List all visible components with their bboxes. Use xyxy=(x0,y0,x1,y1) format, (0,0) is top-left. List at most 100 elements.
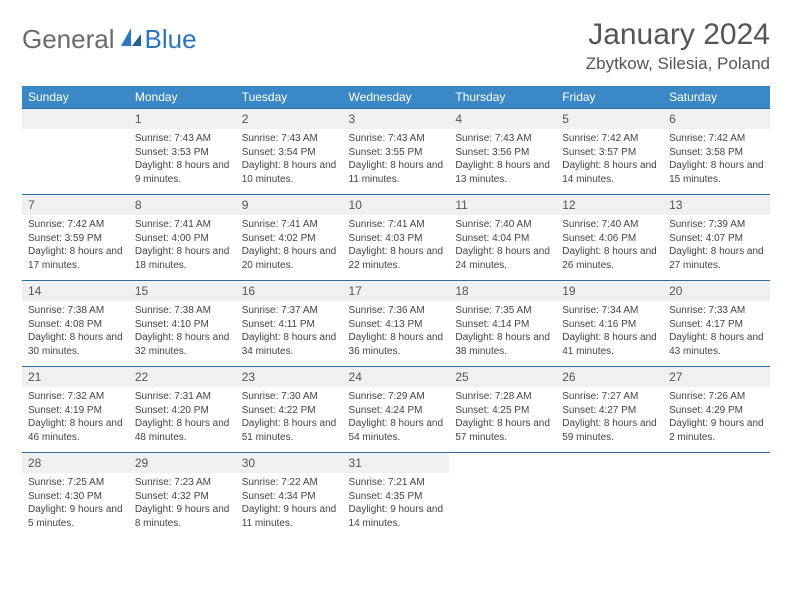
day-data: Sunrise: 7:43 AMSunset: 3:55 PMDaylight:… xyxy=(343,129,450,194)
calendar-week-row: 7Sunrise: 7:42 AMSunset: 3:59 PMDaylight… xyxy=(22,195,770,281)
day-number: 18 xyxy=(449,281,556,301)
day-data: Sunrise: 7:21 AMSunset: 4:35 PMDaylight:… xyxy=(343,473,450,538)
day-number: 12 xyxy=(556,195,663,215)
day-number: 2 xyxy=(236,109,343,129)
day-data-empty xyxy=(663,453,770,478)
day-data-empty xyxy=(556,453,663,478)
day-data: Sunrise: 7:22 AMSunset: 4:34 PMDaylight:… xyxy=(236,473,343,538)
day-data: Sunrise: 7:23 AMSunset: 4:32 PMDaylight:… xyxy=(129,473,236,538)
day-data: Sunrise: 7:39 AMSunset: 4:07 PMDaylight:… xyxy=(663,215,770,280)
day-number: 21 xyxy=(22,367,129,387)
calendar-day-cell: 17Sunrise: 7:36 AMSunset: 4:13 PMDayligh… xyxy=(343,281,450,367)
calendar-day-cell: 22Sunrise: 7:31 AMSunset: 4:20 PMDayligh… xyxy=(129,367,236,453)
day-data: Sunrise: 7:41 AMSunset: 4:02 PMDaylight:… xyxy=(236,215,343,280)
weekday-header: Tuesday xyxy=(236,86,343,109)
day-data: Sunrise: 7:41 AMSunset: 4:03 PMDaylight:… xyxy=(343,215,450,280)
day-data: Sunrise: 7:29 AMSunset: 4:24 PMDaylight:… xyxy=(343,387,450,452)
day-data: Sunrise: 7:34 AMSunset: 4:16 PMDaylight:… xyxy=(556,301,663,366)
calendar-day-cell: 11Sunrise: 7:40 AMSunset: 4:04 PMDayligh… xyxy=(449,195,556,281)
day-data: Sunrise: 7:42 AMSunset: 3:59 PMDaylight:… xyxy=(22,215,129,280)
calendar-day-cell: 6Sunrise: 7:42 AMSunset: 3:58 PMDaylight… xyxy=(663,109,770,195)
day-number: 23 xyxy=(236,367,343,387)
day-number: 15 xyxy=(129,281,236,301)
calendar-day-cell: 15Sunrise: 7:38 AMSunset: 4:10 PMDayligh… xyxy=(129,281,236,367)
location: Zbytkow, Silesia, Poland xyxy=(586,54,770,74)
day-data: Sunrise: 7:37 AMSunset: 4:11 PMDaylight:… xyxy=(236,301,343,366)
calendar-week-row: 28Sunrise: 7:25 AMSunset: 4:30 PMDayligh… xyxy=(22,453,770,539)
weekday-header: Wednesday xyxy=(343,86,450,109)
calendar-day-cell: 30Sunrise: 7:22 AMSunset: 4:34 PMDayligh… xyxy=(236,453,343,539)
calendar-day-cell: 8Sunrise: 7:41 AMSunset: 4:00 PMDaylight… xyxy=(129,195,236,281)
calendar-day-cell: 7Sunrise: 7:42 AMSunset: 3:59 PMDaylight… xyxy=(22,195,129,281)
calendar-day-cell: 1Sunrise: 7:43 AMSunset: 3:53 PMDaylight… xyxy=(129,109,236,195)
calendar-day-cell: 2Sunrise: 7:43 AMSunset: 3:54 PMDaylight… xyxy=(236,109,343,195)
logo-word-1: General xyxy=(22,24,115,55)
day-number: 27 xyxy=(663,367,770,387)
calendar-day-cell: 16Sunrise: 7:37 AMSunset: 4:11 PMDayligh… xyxy=(236,281,343,367)
calendar-day-cell: 12Sunrise: 7:40 AMSunset: 4:06 PMDayligh… xyxy=(556,195,663,281)
weekday-header-row: SundayMondayTuesdayWednesdayThursdayFrid… xyxy=(22,86,770,109)
calendar-day-cell: 21Sunrise: 7:32 AMSunset: 4:19 PMDayligh… xyxy=(22,367,129,453)
day-number: 3 xyxy=(343,109,450,129)
calendar-day-cell: 24Sunrise: 7:29 AMSunset: 4:24 PMDayligh… xyxy=(343,367,450,453)
calendar-day-cell: 10Sunrise: 7:41 AMSunset: 4:03 PMDayligh… xyxy=(343,195,450,281)
day-number: 4 xyxy=(449,109,556,129)
calendar-day-cell xyxy=(663,453,770,539)
day-data: Sunrise: 7:41 AMSunset: 4:00 PMDaylight:… xyxy=(129,215,236,280)
calendar-week-row: 21Sunrise: 7:32 AMSunset: 4:19 PMDayligh… xyxy=(22,367,770,453)
day-data-empty xyxy=(449,453,556,478)
day-number: 10 xyxy=(343,195,450,215)
day-data: Sunrise: 7:43 AMSunset: 3:53 PMDaylight:… xyxy=(129,129,236,194)
day-number: 25 xyxy=(449,367,556,387)
month-title: January 2024 xyxy=(586,18,770,52)
calendar-week-row: 14Sunrise: 7:38 AMSunset: 4:08 PMDayligh… xyxy=(22,281,770,367)
calendar-day-cell: 25Sunrise: 7:28 AMSunset: 4:25 PMDayligh… xyxy=(449,367,556,453)
day-data: Sunrise: 7:38 AMSunset: 4:10 PMDaylight:… xyxy=(129,301,236,366)
calendar-day-cell: 29Sunrise: 7:23 AMSunset: 4:32 PMDayligh… xyxy=(129,453,236,539)
logo-word-2: Blue xyxy=(145,24,197,55)
day-data: Sunrise: 7:35 AMSunset: 4:14 PMDaylight:… xyxy=(449,301,556,366)
day-data: Sunrise: 7:30 AMSunset: 4:22 PMDaylight:… xyxy=(236,387,343,452)
calendar-day-cell: 4Sunrise: 7:43 AMSunset: 3:56 PMDaylight… xyxy=(449,109,556,195)
calendar-table: SundayMondayTuesdayWednesdayThursdayFrid… xyxy=(22,86,770,538)
header: General Blue January 2024 Zbytkow, Siles… xyxy=(22,18,770,74)
calendar-day-cell: 31Sunrise: 7:21 AMSunset: 4:35 PMDayligh… xyxy=(343,453,450,539)
logo: General Blue xyxy=(22,18,197,55)
calendar-day-cell: 20Sunrise: 7:33 AMSunset: 4:17 PMDayligh… xyxy=(663,281,770,367)
calendar-day-cell: 13Sunrise: 7:39 AMSunset: 4:07 PMDayligh… xyxy=(663,195,770,281)
day-number: 19 xyxy=(556,281,663,301)
calendar-day-cell xyxy=(22,109,129,195)
day-number: 20 xyxy=(663,281,770,301)
logo-sail-icon xyxy=(119,24,143,55)
day-number: 31 xyxy=(343,453,450,473)
calendar-day-cell: 14Sunrise: 7:38 AMSunset: 4:08 PMDayligh… xyxy=(22,281,129,367)
calendar-day-cell: 28Sunrise: 7:25 AMSunset: 4:30 PMDayligh… xyxy=(22,453,129,539)
day-number: 7 xyxy=(22,195,129,215)
day-data: Sunrise: 7:36 AMSunset: 4:13 PMDaylight:… xyxy=(343,301,450,366)
weekday-header: Saturday xyxy=(663,86,770,109)
day-number: 11 xyxy=(449,195,556,215)
day-number: 30 xyxy=(236,453,343,473)
day-number: 26 xyxy=(556,367,663,387)
day-number: 6 xyxy=(663,109,770,129)
day-number: 13 xyxy=(663,195,770,215)
calendar-day-cell: 9Sunrise: 7:41 AMSunset: 4:02 PMDaylight… xyxy=(236,195,343,281)
day-number: 5 xyxy=(556,109,663,129)
day-data: Sunrise: 7:28 AMSunset: 4:25 PMDaylight:… xyxy=(449,387,556,452)
day-data: Sunrise: 7:42 AMSunset: 3:58 PMDaylight:… xyxy=(663,129,770,194)
weekday-header: Thursday xyxy=(449,86,556,109)
day-data: Sunrise: 7:38 AMSunset: 4:08 PMDaylight:… xyxy=(22,301,129,366)
calendar-day-cell: 18Sunrise: 7:35 AMSunset: 4:14 PMDayligh… xyxy=(449,281,556,367)
day-number: 29 xyxy=(129,453,236,473)
day-data: Sunrise: 7:40 AMSunset: 4:04 PMDaylight:… xyxy=(449,215,556,280)
day-data: Sunrise: 7:40 AMSunset: 4:06 PMDaylight:… xyxy=(556,215,663,280)
weekday-header: Monday xyxy=(129,86,236,109)
day-data: Sunrise: 7:32 AMSunset: 4:19 PMDaylight:… xyxy=(22,387,129,452)
title-block: January 2024 Zbytkow, Silesia, Poland xyxy=(586,18,770,74)
day-number: 14 xyxy=(22,281,129,301)
calendar-day-cell: 5Sunrise: 7:42 AMSunset: 3:57 PMDaylight… xyxy=(556,109,663,195)
day-number: 1 xyxy=(129,109,236,129)
day-data-empty xyxy=(22,129,129,154)
day-data: Sunrise: 7:25 AMSunset: 4:30 PMDaylight:… xyxy=(22,473,129,538)
day-number: 8 xyxy=(129,195,236,215)
